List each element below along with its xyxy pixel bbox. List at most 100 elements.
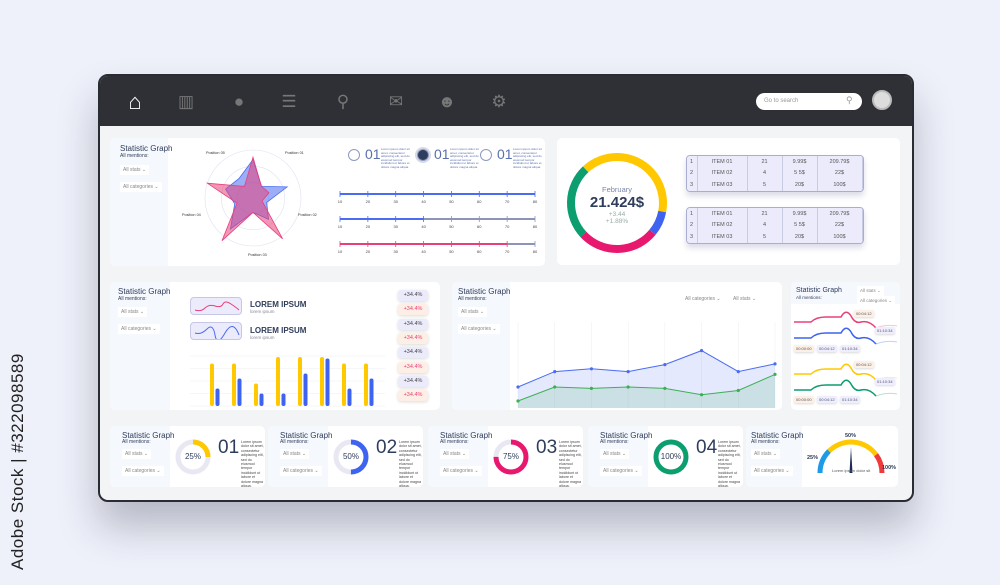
gauge-caption: Lorem ipsum dolor sit (832, 468, 871, 473)
table-cell: 209.79$ (817, 208, 863, 220)
table-cell: 5 (747, 231, 783, 243)
avatar[interactable] (872, 90, 892, 110)
change-percent: +1.88% (605, 218, 629, 225)
stats-dropdown[interactable]: All stats (118, 307, 148, 317)
table-cell: ITEM 02 (697, 219, 748, 231)
bar (281, 393, 286, 406)
slider-tick-label: 80 (533, 249, 538, 254)
slider-tick-label: 70 (505, 224, 510, 229)
range-sliders[interactable]: 10 20 30 40 50 60 70 80 10 20 30 40 50 60 70 80 10 20 30 40… (335, 183, 545, 258)
panel-title: Statistic Graph (440, 431, 493, 440)
radar-axis-label: Position 03 (248, 253, 267, 257)
categories-dropdown[interactable]: All categories (122, 466, 164, 476)
categories-dropdown[interactable]: All categories (120, 182, 162, 192)
stats-dropdown[interactable]: All stats (120, 165, 150, 175)
panel-title: Statistic Graph (796, 287, 842, 294)
bar (237, 378, 242, 406)
categories-dropdown[interactable]: All categories (280, 466, 322, 476)
progress-percent: 75% (502, 452, 519, 461)
data-point (553, 370, 557, 374)
progress-percent: 100% (660, 452, 682, 461)
data-point (736, 370, 740, 374)
gauge-segment (873, 453, 885, 474)
radar-axis-label: Position 02 (298, 213, 317, 217)
slider-tick-label: 40 (421, 199, 426, 204)
bar-chart-icon[interactable]: ▥ (177, 92, 195, 111)
progress-number: 04 (696, 437, 718, 458)
categories-dropdown[interactable]: All categories (118, 324, 160, 334)
stats-dropdown[interactable]: All stats (600, 449, 630, 459)
categories-dropdown[interactable]: All categories (458, 324, 500, 334)
slider-tick-label: 20 (366, 224, 371, 229)
search-icon[interactable]: ⚲ (336, 92, 350, 111)
slider-tick-label: 30 (393, 199, 398, 204)
option-item[interactable]: 01 Lorem ipsum dolor sit amet, consectet… (480, 146, 545, 177)
stats-dropdown[interactable]: All stats (440, 449, 470, 459)
bar (364, 363, 368, 406)
stats-dropdown[interactable]: All stats (458, 307, 488, 317)
data-point (553, 385, 557, 389)
slider-tick-label: 20 (366, 249, 371, 254)
option-item[interactable]: 01 Lorem ipsum dolor sit amet, consectet… (348, 146, 414, 177)
mentions-label: All mentions: (280, 439, 309, 445)
timeline-line-faded (875, 392, 898, 397)
categories-dropdown[interactable]: All categories (682, 294, 724, 304)
table-cell: 209.79$ (817, 156, 863, 168)
table-cell: 5 5$ (782, 219, 818, 231)
home-icon[interactable]: ⌂ (128, 89, 142, 114)
radio-icon[interactable] (348, 149, 360, 161)
user-star-icon[interactable]: ☻ (438, 92, 456, 111)
stats-dropdown[interactable]: All stats (122, 449, 152, 459)
stats-dropdown[interactable]: All stats (751, 449, 781, 459)
radar-axis-label: Position 04 (182, 213, 201, 217)
categories-dropdown[interactable]: All categories (857, 296, 896, 306)
progress-text: Lorem ipsum dolor sit amet, consectetur … (399, 440, 422, 487)
table-cell: 9.99$ (782, 208, 818, 220)
search-icon[interactable]: ⚲ (846, 95, 853, 105)
timeline-line (794, 379, 877, 397)
time-tag: 00:04:12 (854, 361, 874, 368)
stats-dropdown[interactable]: All stats (280, 449, 310, 459)
progress-ring (653, 439, 689, 475)
slider-tick-label: 30 (393, 249, 398, 254)
chat-icon[interactable]: ● (233, 92, 245, 111)
table-cell: 22$ (817, 167, 863, 179)
table-cell: 1 (687, 156, 698, 168)
slider-tick-label: 50 (449, 199, 454, 204)
mentions-label: All mentions: (751, 439, 780, 445)
radio-icon[interactable] (480, 149, 492, 161)
panel-title: Statistic Graph (118, 287, 171, 296)
series-line (517, 350, 776, 388)
items-table: 1 ITEM 01 21 9.99$ 209.79$ 2 ITEM 02 4 5 5$ 22$ 3 I… (686, 207, 864, 244)
slider-tick-label: 80 (533, 199, 538, 204)
lorem-title: LOREM IPSUM (250, 300, 307, 309)
categories-dropdown[interactable]: All categories (751, 466, 793, 476)
gauge-segment (817, 449, 831, 474)
mail-icon[interactable]: ✉ (388, 92, 404, 111)
option-item[interactable]: 01 Lorem ipsum dolor sit amet, consectet… (417, 146, 483, 177)
progress-panel: Statistic Graph All mentions: All stats … (428, 426, 583, 487)
bar (215, 388, 220, 406)
search-input[interactable]: Go to search (756, 93, 862, 110)
categories-dropdown[interactable]: All categories (600, 466, 642, 476)
table-cell: 20$ (782, 179, 818, 191)
desk-icon[interactable]: ☰ (281, 92, 297, 111)
radio-selected-icon[interactable] (417, 149, 429, 161)
table-cell: 22$ (817, 219, 863, 231)
area-fill (518, 374, 775, 408)
progress-number: 02 (376, 437, 398, 458)
table-cell: ITEM 03 (697, 231, 748, 243)
time-tag: 00:00:00 (794, 396, 814, 403)
bar (259, 393, 264, 406)
table-row: 1 ITEM 01 21 9.99$ 209.79$ (687, 208, 863, 220)
time-tag: 00:04:12 (817, 396, 837, 403)
bar (232, 363, 236, 406)
change-badge: +34.4% (398, 347, 428, 359)
option-number: 01 (434, 146, 450, 162)
table-cell: ITEM 02 (697, 167, 748, 179)
categories-dropdown[interactable]: All categories (440, 466, 482, 476)
stats-dropdown[interactable]: All stats (857, 286, 884, 296)
slider-tick-label: 50 (449, 249, 454, 254)
gear-icon[interactable]: ⚙ (491, 92, 507, 111)
stats-dropdown[interactable]: All stats (730, 294, 772, 304)
